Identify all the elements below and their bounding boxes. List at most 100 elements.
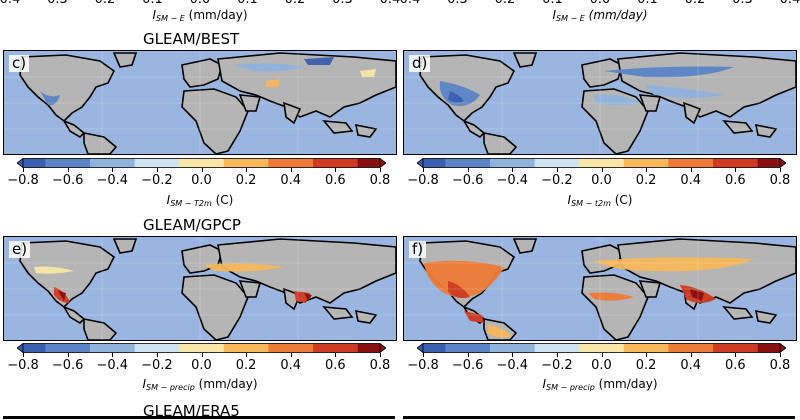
colorbar-segment [489, 343, 513, 353]
colorbar-tick-label: 0.6 [325, 173, 346, 188]
top-strip-tick-label: 0.1 [637, 0, 658, 6]
colorbar-tick [246, 353, 248, 357]
colorbar-segment [290, 343, 314, 353]
map-panel-f: f) [403, 236, 797, 341]
land-mass [283, 101, 302, 125]
colorbar-f [417, 343, 786, 353]
land-mass [581, 88, 649, 154]
colorbar-segment [112, 343, 136, 353]
colorbar-e [17, 343, 386, 353]
top-strip-tick-label: 0.3 [447, 0, 468, 6]
colorbar-segment [335, 158, 359, 168]
top-strip-tick-label: 0.3 [332, 0, 353, 6]
land-mass [181, 88, 249, 154]
top-left-axis-label: ISM − E (mm/day) [152, 8, 248, 23]
colorbar-tick-label: 0.6 [725, 358, 746, 373]
land-mass [19, 240, 116, 309]
land-mass [581, 58, 623, 88]
anomaly-region [464, 311, 484, 323]
colorbar-tick-label: −0.2 [541, 173, 573, 188]
colorbar-tick [67, 168, 69, 172]
colorbar-tick [201, 353, 203, 357]
colorbar-extend-high [379, 158, 386, 168]
colorbar-tick-label: −0.4 [496, 358, 529, 373]
anomaly-region [690, 289, 704, 301]
top-strip-tick-label: 0.1 [237, 0, 258, 6]
colorbar-tick-label: 0.0 [191, 173, 212, 188]
anomaly-region [204, 263, 284, 272]
top-strip-tick-label: 0.0 [190, 0, 211, 6]
colorbar-tick [112, 168, 114, 172]
colorbar-tick-label: −0.2 [141, 358, 173, 373]
colorbar-tick [780, 353, 781, 357]
row-title-era5: GLEAM/ERA5 [143, 402, 240, 420]
colorbar-segment [223, 343, 247, 353]
colorbar-tick [423, 168, 424, 172]
colorbar-tick-label: 0.8 [769, 358, 791, 373]
land-mass [83, 132, 118, 154]
colorbar-segment [713, 158, 736, 168]
colorbar-tick [690, 353, 692, 357]
panel-label-e: e) [9, 241, 31, 258]
map-f [404, 237, 796, 340]
land-mass [83, 318, 118, 340]
anomaly-region [448, 91, 464, 103]
colorbar-tick [467, 353, 469, 357]
top-strip-tick-label: 0.2 [495, 0, 516, 6]
colorbar-segment [623, 158, 647, 168]
colorbar-segment [668, 158, 692, 168]
colorbar-segment [134, 343, 158, 353]
colorbar-tick-label: 0.8 [369, 173, 391, 188]
colorbar-frame [22, 158, 381, 168]
map-e [4, 237, 396, 340]
land-mass [581, 274, 649, 340]
axis-label-f: ISM − precip (mm/day) [542, 377, 658, 392]
colorbar-tick [601, 353, 603, 357]
land-mass [483, 132, 518, 154]
anomaly-region [594, 257, 754, 272]
colorbar-extend-low [417, 158, 424, 168]
colorbar-tick-label: 0.8 [369, 358, 391, 373]
land-mass [322, 120, 354, 134]
colorbar-tick [23, 168, 24, 172]
colorbar-segment [89, 158, 113, 168]
colorbar-segment [579, 343, 602, 353]
top-strip-tick-label: 0.4 [380, 0, 401, 6]
land-mass [62, 119, 86, 139]
colorbar-tick [423, 353, 424, 357]
colorbar-segment [156, 343, 180, 353]
land-mass [354, 123, 378, 138]
colorbar-tick [335, 353, 337, 357]
colorbar-segment [445, 158, 469, 168]
colorbar-segment [112, 158, 136, 168]
colorbar-tick [690, 168, 692, 172]
colorbar-tick [246, 168, 248, 172]
next-row-panel-left-edge [3, 416, 395, 419]
colorbar-tick-label: 0.2 [635, 358, 657, 373]
anomaly-region [360, 69, 376, 77]
colorbar-segment [268, 343, 292, 353]
land-mass [512, 52, 538, 68]
colorbar-tick [380, 168, 381, 172]
map-panel-d: d) [403, 50, 797, 155]
colorbar-tick [201, 168, 203, 172]
colorbar-tick-label: −0.6 [451, 173, 484, 188]
colorbar-segment [268, 158, 292, 168]
colorbar-tick [735, 168, 737, 172]
map-panel-c: c) [3, 50, 397, 155]
colorbar-segment [423, 158, 446, 168]
colorbar-segment [512, 343, 536, 353]
colorbar-segment [357, 158, 381, 168]
colorbar-segment [313, 158, 336, 168]
colorbar-tick [290, 168, 292, 172]
land-mass [722, 120, 754, 134]
colorbar-segment [556, 158, 580, 168]
anomaly-region [304, 293, 312, 301]
colorbar-segment [134, 158, 158, 168]
colorbar-tick [380, 353, 381, 357]
axis-label-d: ISM − t2m (C) [567, 193, 633, 208]
top-strip-tick-label: 0.4 [400, 0, 421, 6]
colorbar-segment [713, 343, 736, 353]
colorbar-extend-high [779, 158, 786, 168]
colorbar-tick [556, 353, 558, 357]
